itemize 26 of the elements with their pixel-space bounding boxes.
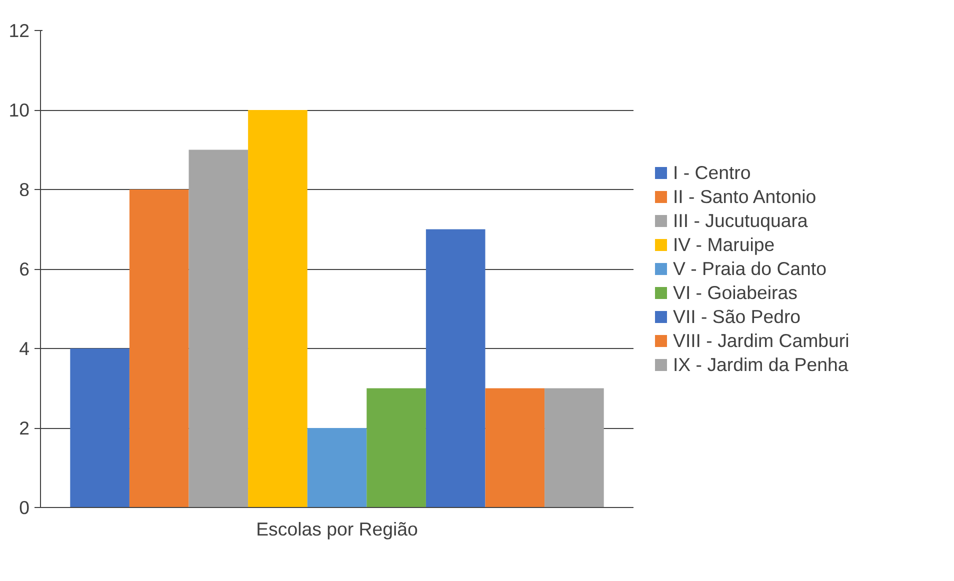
bar	[248, 110, 308, 508]
bar	[366, 388, 426, 508]
y-tick-label: 6	[19, 258, 30, 280]
legend-label: VIII - Jardim Camburi	[673, 330, 850, 352]
y-tick-label: 12	[8, 20, 30, 41]
legend-label: II - Santo Antonio	[673, 186, 816, 208]
y-tick-label: 10	[8, 100, 30, 120]
y-tick-label: 4	[19, 338, 30, 359]
bar	[307, 428, 367, 508]
legend-label: VII - São Pedro	[673, 306, 801, 328]
y-tick-label: 0	[19, 497, 30, 518]
bar	[70, 348, 130, 508]
bar	[485, 388, 545, 508]
bar	[544, 388, 604, 508]
legend-label: IV - Maruipe	[673, 234, 775, 256]
x-tick-label: Escolas por Região	[256, 518, 418, 540]
legend-label: III - Jucutuquara	[673, 210, 808, 232]
legend-label: IX - Jardim da Penha	[673, 354, 848, 376]
y-tick-label: 8	[19, 179, 30, 200]
bar	[129, 190, 189, 508]
bar	[188, 150, 248, 508]
legend-label: V - Praia do Canto	[673, 258, 826, 280]
legend-label: I - Centro	[673, 162, 751, 184]
bar	[426, 229, 486, 508]
y-tick-label: 2	[19, 418, 30, 438]
legend-label: VI - Goiabeiras	[673, 282, 798, 304]
